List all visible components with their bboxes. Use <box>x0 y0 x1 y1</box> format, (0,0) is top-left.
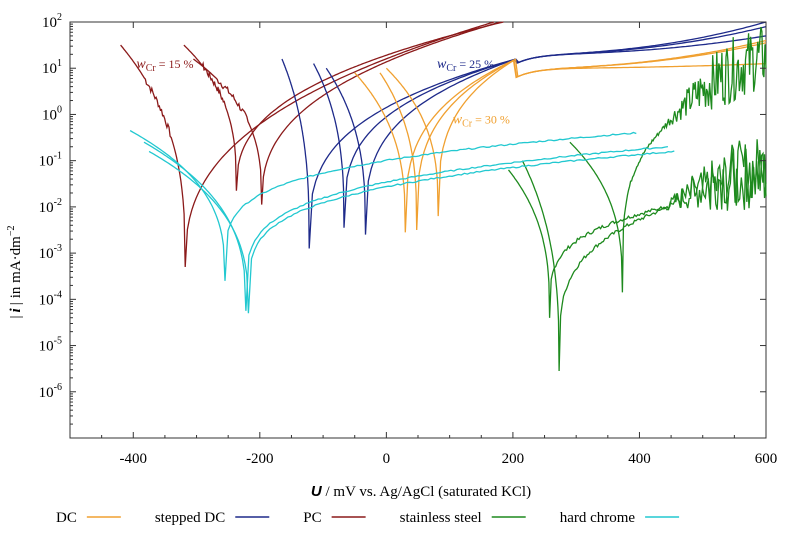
legend-label-2: stepped DC <box>155 510 225 526</box>
stepped-dc-curve-2 <box>313 25 767 228</box>
stepped-dc-curve-1 <box>281 21 767 249</box>
y-axis-label-exp: −2 <box>6 226 17 237</box>
hard-chrome-curve-2 <box>143 141 669 311</box>
stainless-steel-curve-3 <box>569 26 767 293</box>
pc-curve-3 <box>193 21 501 205</box>
composition-annotation-2: wCr = 25 % <box>437 57 494 74</box>
plot-border <box>69 21 767 439</box>
x-tick-label: 600 <box>755 451 778 467</box>
legend-label-3: PC <box>303 510 321 526</box>
stainless-steel-curve-2 <box>521 139 767 372</box>
x-axis-label-rest: / mV vs. Ag/AgCl (saturated KCl) <box>322 484 531 500</box>
hard-chrome-curve-3 <box>148 150 675 314</box>
y-axis-label-symbol: i <box>8 307 24 312</box>
x-axis-label-symbol: U <box>311 483 323 500</box>
x-axis-label: U / mV vs. Ag/AgCl (saturated KCl) <box>311 483 531 500</box>
x-tick-label: -200 <box>246 451 274 467</box>
y-tick-label: 10-2 <box>39 197 62 216</box>
dc-curve-2 <box>379 42 767 231</box>
legend: DC stepped DC PC stainless steel hard chrome <box>56 510 680 526</box>
legend-label-1: DC <box>56 510 77 526</box>
x-tick-label: 400 <box>628 451 651 467</box>
dc-curve-3 <box>385 58 767 217</box>
legend-label-5: hard chrome <box>560 510 636 526</box>
y-tick-label: 102 <box>42 12 62 31</box>
curve-layer <box>120 21 767 372</box>
stainless-steel-curve-1 <box>507 148 767 318</box>
y-tick-label: 100 <box>42 104 62 123</box>
composition-annotation-1: wCr = 15 % <box>136 57 193 74</box>
y-axis-label: | i | in mA·dm−2 <box>6 226 24 319</box>
y-tick-label: 10-3 <box>39 243 62 262</box>
y-axis-label-bar-right: | <box>8 302 24 305</box>
y-tick-label: 101 <box>42 58 62 77</box>
pc-curve-2 <box>183 21 504 191</box>
pc-curve-1 <box>120 21 495 268</box>
y-tick-label: 10-1 <box>39 151 62 170</box>
legend-label-4: stainless steel <box>400 510 482 526</box>
x-tick-label: 200 <box>502 451 525 467</box>
x-tick-label: -400 <box>120 451 148 467</box>
tick-layer: -400 -200 0 200 400 600 10-6 10-5 10-4 10-3 10-2 10… <box>39 12 778 467</box>
y-axis-label-rest: in mA·dm <box>8 236 24 298</box>
y-axis-label-bar-left: | <box>8 315 24 318</box>
plot-frame <box>69 21 767 439</box>
y-tick-label: 10-4 <box>39 289 62 308</box>
x-tick-label: 0 <box>383 451 391 467</box>
y-tick-label: 10-6 <box>39 382 62 401</box>
stepped-dc-curve-3 <box>325 35 767 235</box>
y-tick-label: 10-5 <box>39 336 62 355</box>
composition-annotation-3: wCr = 30 % <box>453 113 510 130</box>
annotation-layer: wCr = 15 % wCr = 25 % wCr = 30 % <box>136 57 509 129</box>
